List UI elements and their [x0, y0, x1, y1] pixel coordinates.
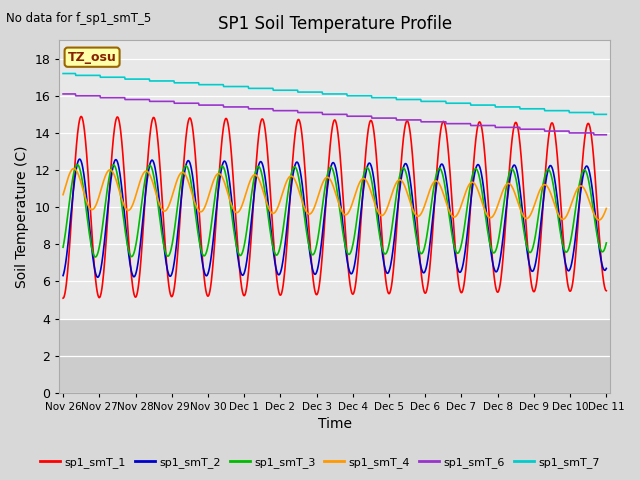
X-axis label: Time: Time [317, 418, 352, 432]
Bar [60, 319, 610, 393]
Y-axis label: Soil Temperature (C): Soil Temperature (C) [15, 145, 29, 288]
Text: No data for f_sp1_smT_5: No data for f_sp1_smT_5 [6, 12, 152, 25]
Legend: sp1_smT_1, sp1_smT_2, sp1_smT_3, sp1_smT_4, sp1_smT_6, sp1_smT_7: sp1_smT_1, sp1_smT_2, sp1_smT_3, sp1_smT… [36, 452, 604, 472]
Title: SP1 Soil Temperature Profile: SP1 Soil Temperature Profile [218, 15, 452, 33]
Text: TZ_osu: TZ_osu [68, 51, 116, 64]
